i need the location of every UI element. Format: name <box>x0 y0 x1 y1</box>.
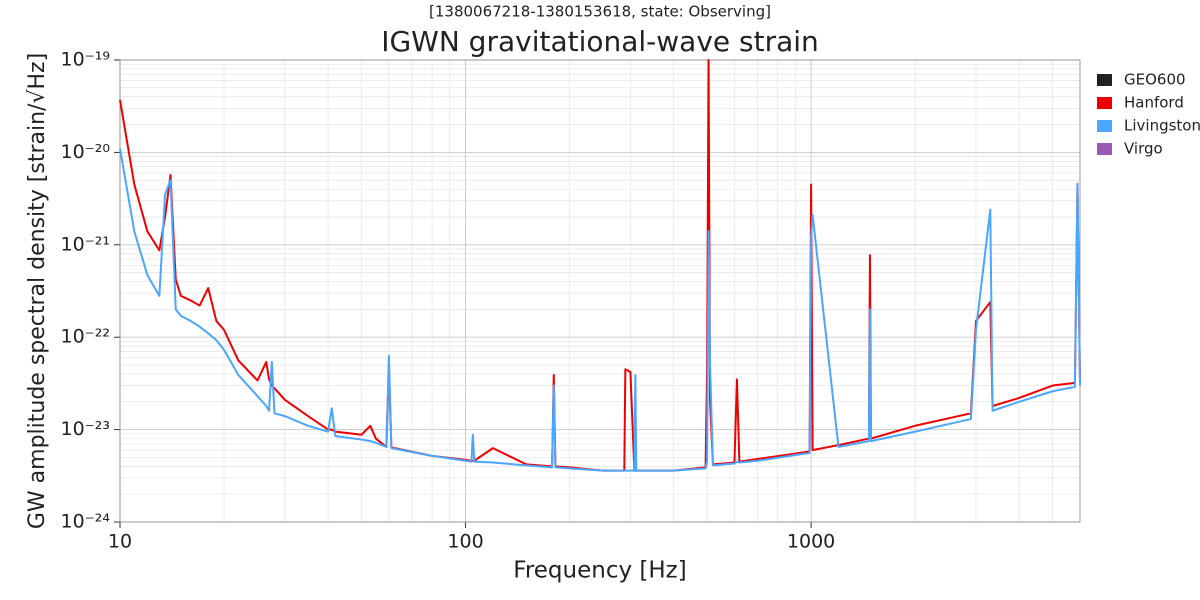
y-axis-label: GW amplitude spectral density [strain/√H… <box>25 53 50 529</box>
chart-title: IGWN gravitational-wave strain <box>381 25 819 58</box>
grid: 10 100 1000 10⁻²⁴ 10⁻²³ 10⁻²² 10⁻²¹ 10⁻²⁰ 10⁻¹⁹ <box>61 49 1081 553</box>
x-tick-label: 10 <box>108 531 132 553</box>
legend-swatch <box>1097 120 1112 132</box>
series-line <box>119 148 1081 472</box>
legend: GEO600 Hanford Livingston Virgo <box>1097 71 1200 158</box>
chart-subtitle: [1380067218-1380153618, state: Observing… <box>429 3 771 21</box>
legend-label: Hanford <box>1124 94 1184 112</box>
y-tick-label: 10⁻²³ <box>61 418 110 440</box>
plot-frame <box>119 59 1081 523</box>
legend-swatch <box>1097 143 1112 155</box>
legend-swatch <box>1097 97 1112 109</box>
lines <box>119 59 1081 472</box>
y-tick-label: 10⁻²² <box>61 326 110 348</box>
legend-swatch <box>1097 74 1112 86</box>
y-tick-label: 10⁻¹⁹ <box>61 49 110 71</box>
legend-label: GEO600 <box>1124 71 1186 89</box>
x-axis-label: Frequency [Hz] <box>513 558 686 584</box>
x-tick-label: 1000 <box>787 531 835 553</box>
legend-label: Virgo <box>1124 140 1163 158</box>
y-tick-label: 10⁻²⁴ <box>61 511 111 533</box>
legend-label: Livingston <box>1124 117 1200 135</box>
y-tick-label: 10⁻²⁰ <box>61 141 110 163</box>
y-tick-label: 10⁻²¹ <box>61 233 110 255</box>
x-tick-label: 100 <box>447 531 483 553</box>
